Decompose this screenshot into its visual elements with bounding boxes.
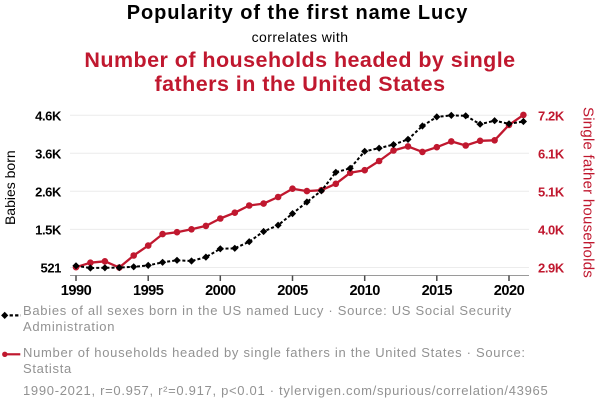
svg-text:5.1K: 5.1K [538, 185, 565, 200]
svg-text:2020: 2020 [494, 283, 525, 299]
svg-text:Single father households: Single father households [580, 107, 597, 278]
svg-text:2005: 2005 [277, 283, 308, 299]
svg-text:Babies born: Babies born [2, 150, 18, 225]
svg-text:1.5K: 1.5K [35, 223, 62, 238]
svg-text:2010: 2010 [349, 283, 380, 299]
svg-text:6.1K: 6.1K [538, 147, 565, 162]
svg-text:2000: 2000 [205, 283, 236, 299]
svg-text:1990: 1990 [61, 283, 92, 299]
svg-text:2015: 2015 [422, 283, 453, 299]
svg-text:7.2K: 7.2K [538, 108, 565, 123]
svg-text:2.6K: 2.6K [35, 185, 62, 200]
svg-text:4.6K: 4.6K [35, 108, 62, 123]
svg-text:1995: 1995 [133, 283, 164, 299]
svg-text:2.9K: 2.9K [538, 261, 565, 276]
svg-text:521: 521 [41, 261, 62, 276]
svg-text:4.0K: 4.0K [538, 223, 565, 238]
svg-text:3.6K: 3.6K [35, 147, 62, 162]
